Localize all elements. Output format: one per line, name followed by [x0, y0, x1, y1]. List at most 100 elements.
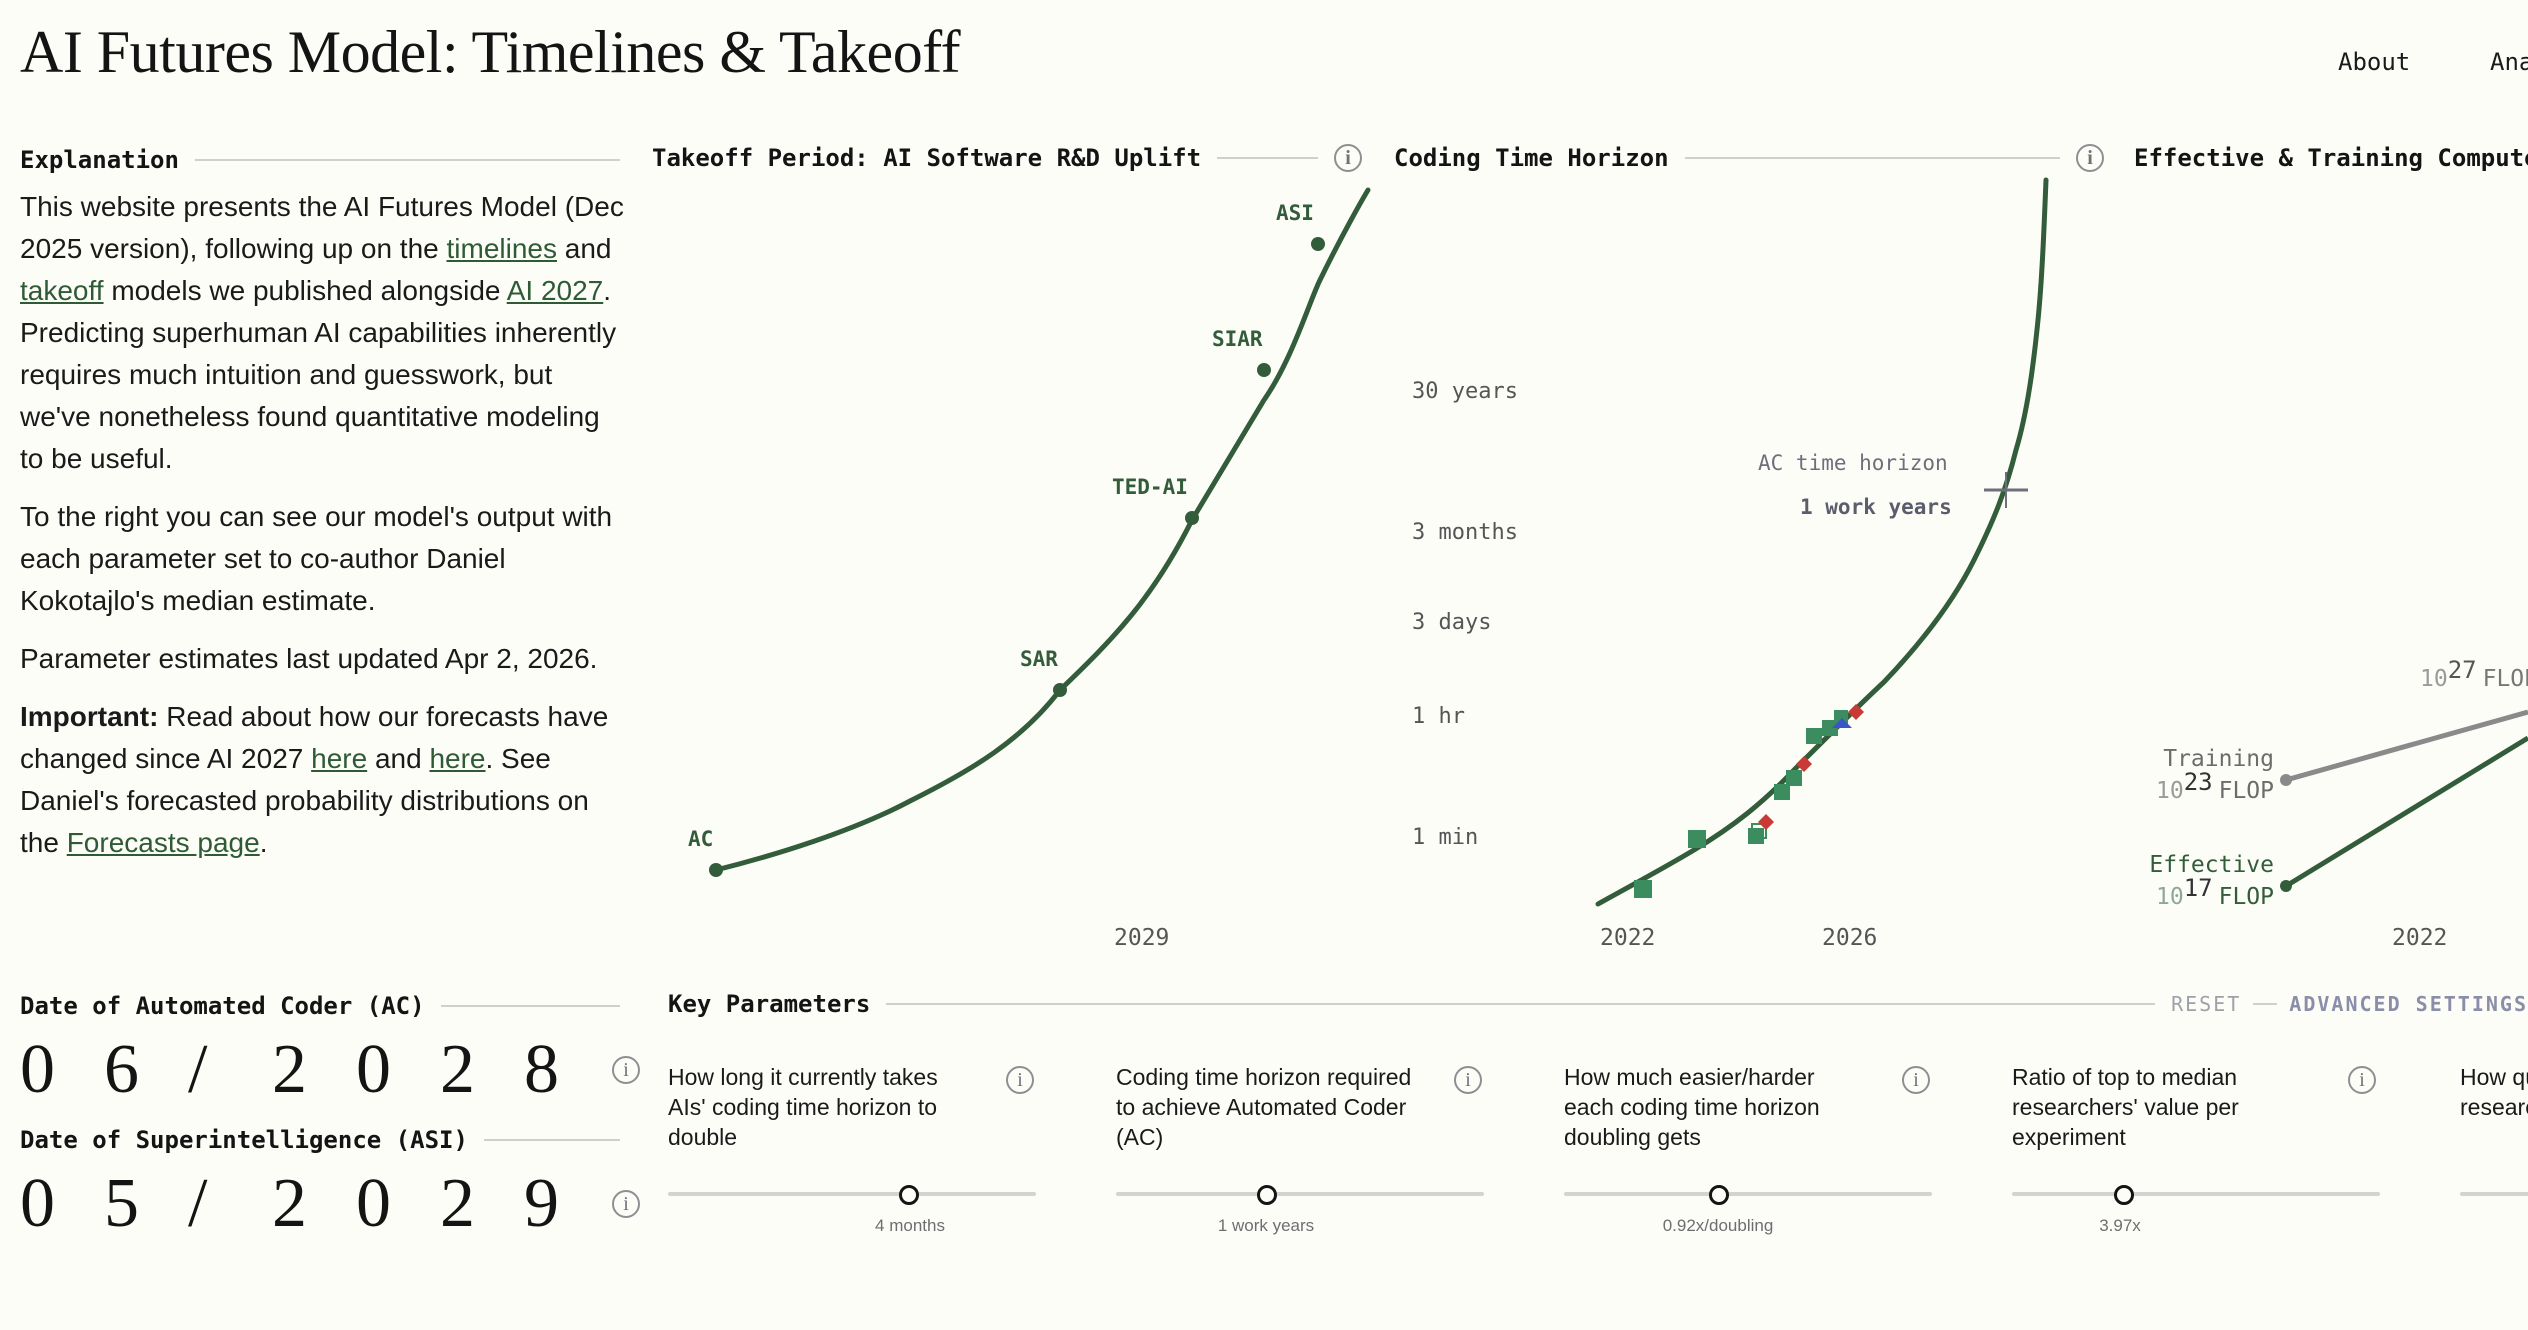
param-doubling-difficulty-label: How much easier/harder each coding time … [1564, 1064, 1820, 1150]
param-doubling-time-slider-handle[interactable] [899, 1185, 919, 1205]
param-doubling-difficulty-slider-handle[interactable] [1709, 1185, 1729, 1205]
date-digit: 0 [20, 1031, 55, 1108]
blue-data-point [1832, 718, 1852, 728]
nav-analysis-link[interactable]: Analysis [2490, 48, 2528, 76]
text: and [367, 743, 430, 774]
key-parameters-heading: Key Parameters RESET ADVANCED SETTINGS [668, 990, 2528, 1018]
data-point-marker [1634, 880, 1652, 898]
horizon-info-icon[interactable]: i [2076, 144, 2104, 172]
param-ac-horizon-slider[interactable] [1116, 1192, 1484, 1196]
takeoff-chart-heading: Takeoff Period: AI Software R&D Uplift i [652, 144, 1362, 172]
training-start-dot [2280, 774, 2292, 786]
divider [1684, 157, 2060, 159]
compute-y-tick: 1027FLOP [2420, 656, 2528, 692]
date-digit: 2 [440, 1165, 475, 1242]
divider [1217, 157, 1318, 159]
horizon-x-tick: 2026 [1822, 925, 1877, 951]
key-parameters-title: Key Parameters [668, 990, 871, 1018]
param-5-clip: How quickly researchers [2460, 1062, 2528, 1232]
explanation-paragraph: Important: Read about how our forecasts … [20, 696, 630, 864]
param-doubling-difficulty-slider[interactable] [1564, 1192, 1932, 1196]
milestone-ac-dot [709, 863, 723, 877]
divider [886, 1003, 2156, 1005]
horizon-chart-title: Coding Time Horizon [1394, 144, 1669, 172]
param-researcher-ratio-label: Ratio of top to median researchers' valu… [2012, 1064, 2239, 1150]
effective-compute-line [2284, 735, 2528, 889]
param-ac-horizon-label: Coding time horizon required to achieve … [1116, 1064, 1412, 1150]
param-researcher-ratio-slider[interactable] [2012, 1192, 2380, 1196]
training-compute-line [2285, 709, 2528, 783]
here-link-1[interactable]: here [311, 743, 368, 774]
horizon-curve [1595, 177, 2049, 907]
ac-date-value: 0 6 / 2 0 2 8 i [20, 1030, 640, 1110]
y-tick-label: 30 years [1412, 379, 1518, 404]
explanation-heading: Explanation [20, 146, 620, 174]
horizon-chart: 30 years 3 months 3 days 1 hr 1 min AC t… [1412, 177, 2049, 951]
ac-date-info-icon[interactable]: i [612, 1056, 640, 1084]
milestone-ted-ai-label: TED-AI [1112, 475, 1188, 499]
param-doubling-time-slider[interactable] [668, 1192, 1036, 1196]
param-5-slider[interactable] [2460, 1192, 2528, 1196]
takeoff-chart: AC SAR TED-AI SIAR ASI 2029 [688, 187, 1371, 951]
text: . See Daniel's forecasted probability di… [20, 743, 589, 858]
compute-chart: Training 1023 FLOP Effective 1017 FLOP 102… [2149, 656, 2528, 951]
param-researcher-ratio-value: 3.97x [2099, 1216, 2141, 1235]
takeoff-link[interactable]: takeoff [20, 275, 104, 306]
date-digit: 8 [524, 1031, 559, 1108]
training-label: Training [2163, 746, 2274, 772]
ai2027-link[interactable]: AI 2027 [506, 275, 604, 306]
param-ac-horizon-info-icon[interactable]: i [1454, 1066, 1482, 1094]
divider [194, 159, 620, 161]
text: . Predicting superhuman AI capabilities … [20, 275, 617, 474]
red-data-point [1758, 814, 1774, 830]
ac-horizon-annotation-value: 1 work years [1800, 495, 1952, 519]
milestone-asi-dot [1311, 237, 1325, 251]
asi-date-info-icon[interactable]: i [612, 1190, 640, 1218]
param-doubling-difficulty-info-icon[interactable]: i [1902, 1066, 1930, 1094]
here-link-2[interactable]: here [429, 743, 486, 774]
param-doubling-time-label: How long it currently takes AIs' coding … [668, 1064, 938, 1150]
takeoff-x-tick: 2029 [1114, 925, 1169, 951]
site-title: AI Futures Model: Timelines & Takeoff [20, 19, 961, 85]
param-researcher-ratio-slider-handle[interactable] [2114, 1185, 2134, 1205]
advanced-settings-button[interactable]: ADVANCED SETTINGS [2289, 992, 2528, 1016]
text: Read about how our forecasts have change… [20, 701, 609, 774]
data-point-marker [1774, 784, 1790, 800]
data-point-marker [1751, 823, 1767, 839]
horizon-chart-heading: Coding Time Horizon i [1394, 144, 2104, 172]
compute-x-tick: 2022 [2392, 925, 2447, 951]
milestone-sar-dot [1053, 683, 1067, 697]
divider [440, 1005, 620, 1007]
date-digit: 0 [20, 1165, 55, 1242]
date-digit: 9 [524, 1165, 559, 1242]
text: models we published alongside [103, 275, 507, 306]
timelines-link[interactable]: timelines [446, 233, 557, 264]
forecasts-page-link[interactable]: Forecasts page [66, 827, 260, 858]
effective-label: Effective [2149, 852, 2274, 878]
takeoff-curve [713, 187, 1371, 873]
date-digit: 6 [104, 1031, 139, 1108]
milestone-sar-label: SAR [1020, 647, 1058, 671]
date-digit: 2 [272, 1031, 307, 1108]
milestone-ac-label: AC [688, 827, 713, 851]
explanation-paragraph: To the right you can see our model's out… [20, 501, 613, 616]
nav-about-link[interactable]: About [2338, 48, 2411, 76]
date-digit: 2 [272, 1165, 307, 1242]
y-tick-label: 1 hr [1412, 704, 1465, 729]
red-data-point [1848, 704, 1864, 720]
param-ac-horizon-slider-handle[interactable] [1257, 1185, 1277, 1205]
horizon-x-tick: 2022 [1600, 925, 1655, 951]
param-researcher-ratio-info-icon[interactable]: i [2348, 1066, 2376, 1094]
milestone-siar-label: SIAR [1212, 327, 1263, 351]
date-digit: 0 [356, 1031, 391, 1108]
param-5-label: How quickly researchers [2460, 1064, 2528, 1120]
takeoff-info-icon[interactable]: i [1334, 144, 1362, 172]
date-digit: / [188, 1165, 208, 1242]
milestone-siar-dot [1257, 363, 1271, 377]
param-doubling-time-info-icon[interactable]: i [1006, 1066, 1034, 1094]
reset-button[interactable]: RESET [2171, 992, 2242, 1016]
asi-date-value: 0 5 / 2 0 2 9 i [20, 1164, 640, 1244]
date-digit: 5 [104, 1165, 139, 1242]
text: and [556, 233, 612, 264]
asi-date-heading: Date of Superintelligence (ASI) [20, 1126, 620, 1154]
